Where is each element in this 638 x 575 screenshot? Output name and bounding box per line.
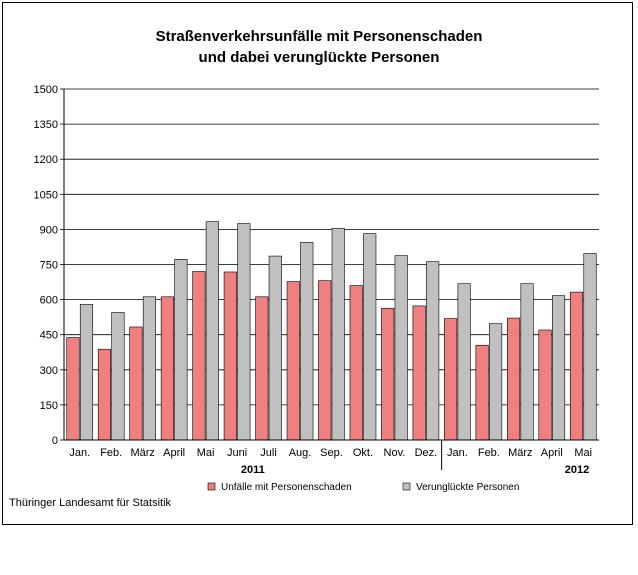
x-tick-label: Jan. <box>69 447 90 459</box>
bar-accidents <box>318 280 332 441</box>
bar-casualties <box>520 283 534 441</box>
x-tick-label: April <box>163 447 185 459</box>
bar-casualties <box>174 259 188 441</box>
plot-area: 0 150 300 450 600 750 900 1050 1200 1350 1500 Jan. F… <box>34 84 599 476</box>
x-tick-label: Feb. <box>100 447 122 459</box>
bar-accidents <box>192 271 206 441</box>
legend-swatch-casualties <box>402 482 411 491</box>
bar-accidents <box>129 326 143 441</box>
bar-casualties <box>268 255 282 441</box>
bar-casualties <box>489 323 503 441</box>
y-tick-label: 300 <box>40 365 58 377</box>
x-tick-label: Sep. <box>320 447 343 459</box>
legend-label-casualties: Verunglückte Personen <box>416 482 519 493</box>
y-tick-label: 1050 <box>34 189 58 201</box>
y-tick-label: 600 <box>40 295 58 307</box>
x-tick-label: Okt. <box>353 447 373 459</box>
source-note: Thüringer Landesamt für Statsitik <box>9 497 172 509</box>
x-tick-label: Juni <box>227 447 247 459</box>
bar-accidents <box>160 296 174 441</box>
bar-accidents <box>286 281 300 441</box>
chart-title-line-1: Straßenverkehrsunfälle mit Personenschad… <box>156 28 483 45</box>
bar-casualties <box>300 241 314 441</box>
bar-accidents <box>507 317 521 441</box>
chart: Straßenverkehrsunfälle mit Personenschad… <box>9 28 599 509</box>
bar-casualties <box>142 296 156 441</box>
x-tick-label: März <box>130 447 154 459</box>
bar-accidents <box>349 285 363 441</box>
y-tick-label: 0 <box>52 435 58 447</box>
y-tick-label: 900 <box>40 224 58 236</box>
bar-accidents <box>223 271 237 441</box>
chart-title-line-2: und dabei verunglückte Personen <box>199 49 440 66</box>
bar-casualties <box>363 233 377 441</box>
x-tick-label: Aug. <box>289 447 312 459</box>
x-tick-label: April <box>541 447 563 459</box>
legend: Unfälle mit Personenschaden Verunglückte… <box>207 482 519 493</box>
chart-frame: Straßenverkehrsunfälle mit Personenschad… <box>2 2 633 525</box>
bar-casualties <box>426 261 440 441</box>
y-tick-label: 150 <box>40 400 58 412</box>
x-tick-label: Mai <box>197 447 215 459</box>
y-tick-label: 1350 <box>34 119 58 131</box>
bar-accidents <box>538 329 552 441</box>
bar-casualties <box>394 255 408 441</box>
x-tick-label: Feb. <box>478 447 500 459</box>
bar-casualties <box>331 227 345 441</box>
bar-accidents <box>412 305 426 441</box>
bar-casualties <box>237 223 251 441</box>
y-tick-label: 450 <box>40 330 58 342</box>
bar-accidents <box>255 296 269 441</box>
bar-casualties <box>111 312 125 441</box>
x-tick-label: Mai <box>574 447 592 459</box>
bar-casualties <box>457 283 471 441</box>
bar-casualties <box>583 253 597 441</box>
y-tick-label: 750 <box>40 260 58 272</box>
x-tick-label: Juli <box>260 447 277 459</box>
x-tick-label: Jan. <box>447 447 468 459</box>
year-label: 2011 <box>241 464 265 476</box>
y-tick-label: 1200 <box>34 154 58 166</box>
bar-accidents <box>444 318 458 441</box>
x-tick-label: März <box>508 447 532 459</box>
bar-casualties <box>79 303 94 441</box>
year-label: 2012 <box>565 464 589 476</box>
x-tick-label: Dez. <box>415 447 438 459</box>
bar-casualties <box>551 295 566 441</box>
legend-swatch-accidents <box>207 482 216 491</box>
legend-label-accidents: Unfälle mit Personenschaden <box>221 482 352 493</box>
bar-accidents <box>381 307 395 441</box>
bar-accidents <box>475 344 489 441</box>
bar-casualties <box>205 221 219 441</box>
bar-accidents <box>66 337 80 441</box>
y-tick-label: 1500 <box>34 84 58 96</box>
bar-accidents <box>569 291 584 441</box>
bar-accidents <box>97 348 112 441</box>
x-tick-label: Nov. <box>384 447 406 459</box>
